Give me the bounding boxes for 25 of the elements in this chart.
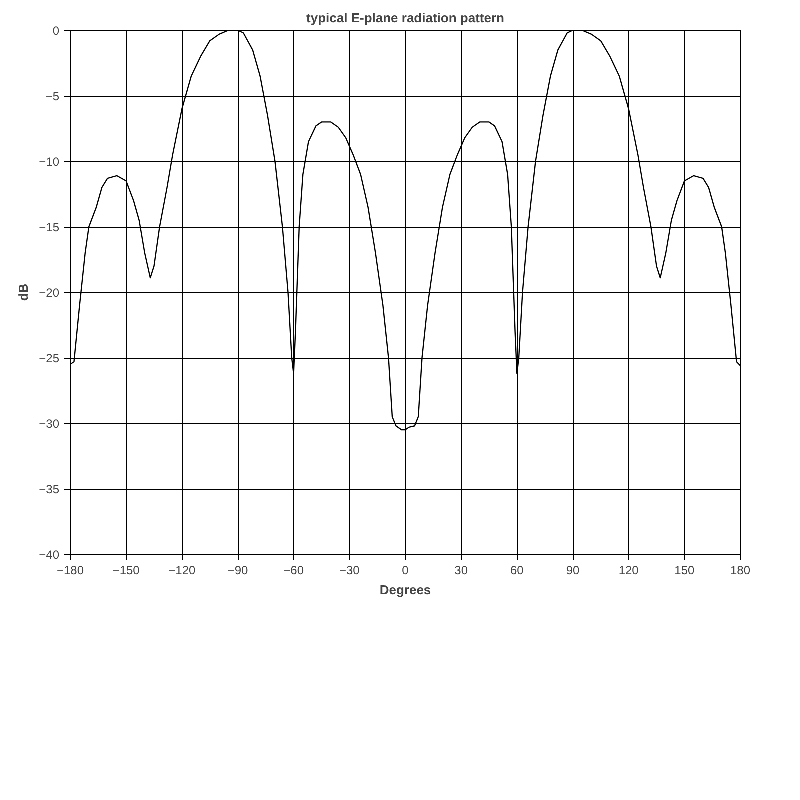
x-tick-label: 0 (402, 564, 410, 578)
x-tick-label: 180 (730, 564, 751, 578)
y-tick-label: −35 (39, 482, 60, 496)
y-tick-label: −40 (39, 548, 60, 562)
x-tick-label: 30 (454, 564, 468, 578)
x-tick-label: −150 (112, 564, 140, 578)
y-axis-title: dB (16, 284, 32, 302)
y-tick-label: −15 (39, 220, 60, 234)
x-tick-label: −180 (56, 564, 84, 578)
y-tick-label: −5 (46, 90, 60, 104)
x-tick-label: 60 (510, 564, 524, 578)
y-tick-label: −10 (39, 155, 60, 169)
y-tick-label: 0 (52, 24, 60, 38)
x-tick-label: −90 (228, 564, 249, 578)
y-tick-label: −20 (39, 286, 60, 300)
x-tick-label: −120 (168, 564, 196, 578)
x-tick-label: 120 (618, 564, 640, 578)
x-tick-label: 150 (674, 564, 696, 578)
x-tick-label: −30 (339, 564, 360, 578)
y-tick-label: −30 (39, 417, 60, 431)
y-tick-label: −25 (39, 352, 60, 366)
x-tick-label: −60 (284, 564, 304, 578)
x-axis-title: Degrees (380, 582, 432, 598)
x-tick-label: 90 (566, 564, 580, 578)
chart-title: typical E-plane radiation pattern (306, 10, 505, 26)
